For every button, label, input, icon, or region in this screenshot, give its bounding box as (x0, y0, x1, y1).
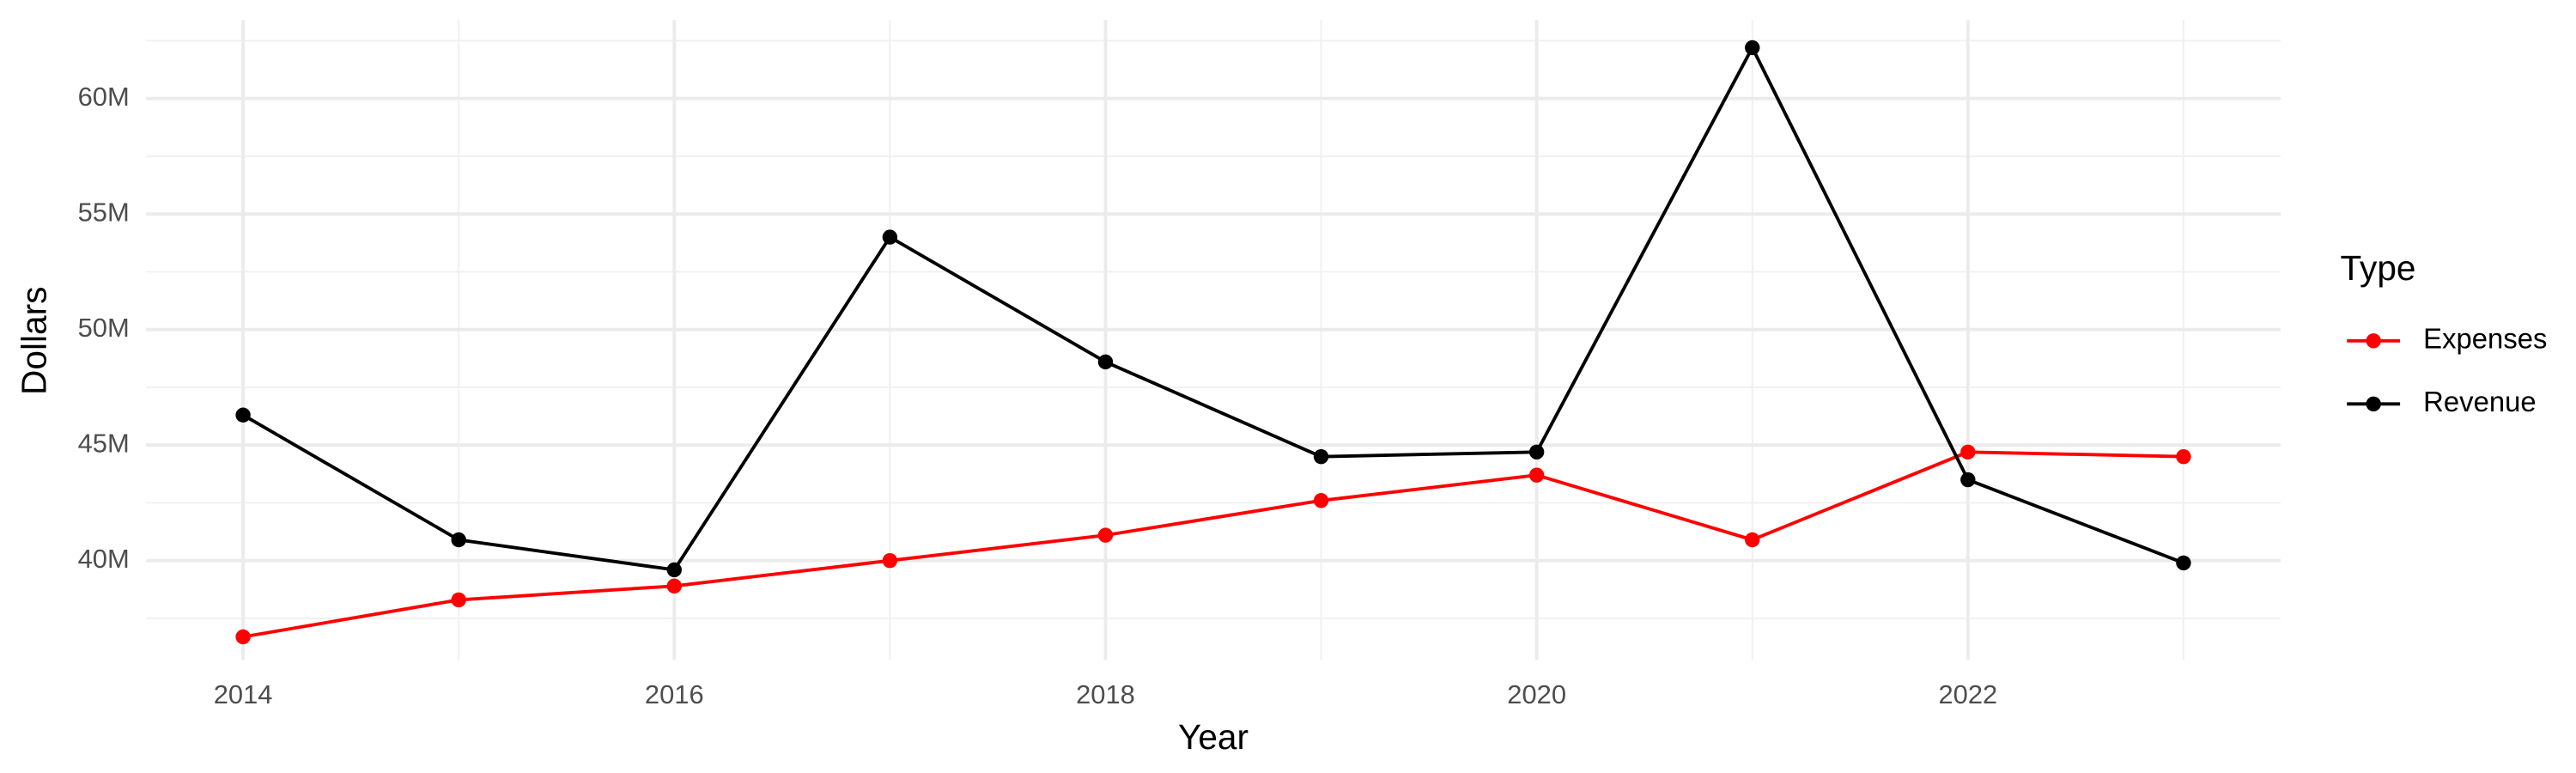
data-point (1097, 354, 1114, 370)
x-axis-title: Year (1178, 717, 1249, 757)
legend-label: Expenses (2423, 322, 2547, 354)
data-point (1745, 40, 1760, 56)
legend-label: Revenue (2423, 386, 2537, 417)
data-point (882, 553, 898, 569)
x-tick-label: 2018 (1076, 679, 1135, 709)
data-point (451, 592, 466, 608)
legend-title: Type (2341, 248, 2416, 288)
data-point (1097, 527, 1114, 543)
x-tick-label: 2022 (1938, 679, 1997, 709)
data-point (2176, 555, 2191, 571)
data-point (666, 578, 682, 594)
data-point (1313, 448, 1329, 465)
data-point (1528, 444, 1545, 460)
x-tick-label: 2020 (1507, 679, 1566, 709)
data-point (2176, 448, 2191, 465)
legend-marker (2366, 396, 2381, 412)
data-point (451, 532, 466, 548)
y-tick-label: 40M (78, 544, 130, 574)
y-axis-title: Dollars (14, 287, 53, 395)
series-line (242, 450, 2184, 639)
y-tick-label: 55M (78, 197, 130, 227)
x-tick-label: 2016 (645, 679, 704, 709)
data-point (1745, 532, 1760, 548)
data-point (235, 407, 251, 423)
data-point (666, 562, 682, 578)
y-tick-label: 45M (78, 428, 130, 458)
data-point (882, 229, 898, 245)
legend-marker (2366, 333, 2381, 349)
series-line (242, 44, 2184, 572)
y-tick-label: 60M (78, 82, 130, 112)
data-point (1960, 444, 1976, 460)
data-point (1960, 472, 1976, 488)
y-tick-label: 50M (78, 313, 130, 343)
data-point (1313, 493, 1329, 508)
x-tick-label: 2014 (214, 679, 273, 709)
data-point (235, 629, 251, 645)
data-point (1528, 467, 1545, 483)
